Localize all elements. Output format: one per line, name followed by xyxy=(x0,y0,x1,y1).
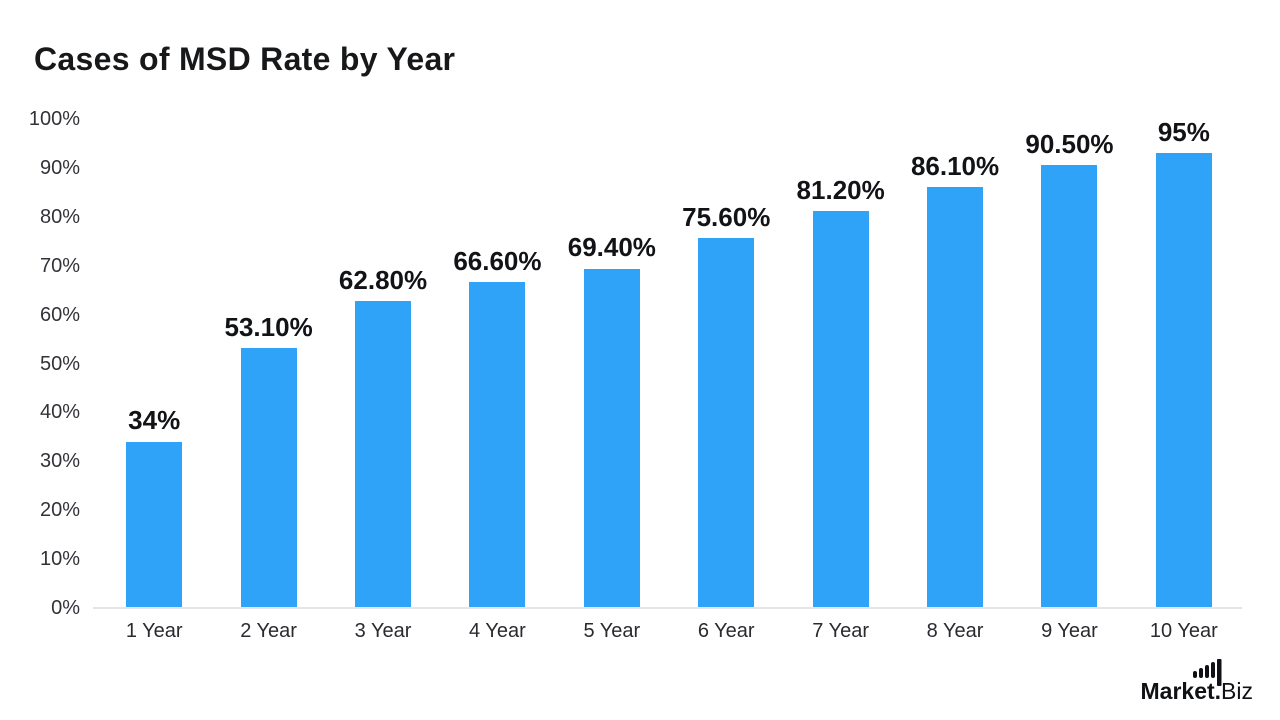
x-axis-tick-label: 5 Year xyxy=(583,620,641,642)
bar-value-label: 81.20% xyxy=(796,174,885,205)
bar-column: 69.40% xyxy=(555,119,669,608)
x-axis-tick-label: 7 Year xyxy=(812,620,869,642)
x-axis-tick-label: 8 Year xyxy=(926,620,984,642)
chart-title: Cases of MSD Rate by Year xyxy=(34,41,456,77)
bar-10-year[interactable] xyxy=(1155,153,1212,608)
bar-value-label: 66.60% xyxy=(453,246,542,277)
y-axis: 0% 10% 20% 30% 40% 50% 60% 70% 80% 90% 100% xyxy=(0,109,80,618)
x-axis-tick-label: 6 Year xyxy=(697,620,755,642)
bar-chart-icon xyxy=(1192,659,1221,686)
y-axis-tick-label: 30% xyxy=(39,450,80,473)
bar-column: 95% xyxy=(1127,117,1241,608)
bar-value-label: 90.50% xyxy=(1025,129,1114,160)
x-axis: 1 Year 2 Year 3 Year 4 Year 5 Year 6 Year 7 Ye… xyxy=(97,620,1241,643)
bar-value-label: 75.60% xyxy=(682,202,771,233)
bar-value-label: 53.10% xyxy=(224,312,313,343)
bar-column: 90.50% xyxy=(1012,119,1126,608)
x-axis-tick-label: 1 Year xyxy=(125,620,183,642)
bar-4-year[interactable] xyxy=(469,282,526,608)
y-axis-tick-label: 60% xyxy=(39,303,80,326)
y-axis-tick-label: 0% xyxy=(51,597,80,619)
x-axis-line xyxy=(93,607,1242,609)
x-axis-tick-label: 9 Year xyxy=(1041,620,1098,642)
bar-5-year[interactable] xyxy=(583,268,640,608)
bar-value-label: 34% xyxy=(128,405,181,436)
bar-2-year[interactable] xyxy=(240,348,297,608)
bar-column: 81.20% xyxy=(783,119,897,608)
y-axis-tick-label: 20% xyxy=(39,499,80,522)
plot-area: 34% 53.10% 62.80% 66.60% 69.40% 75.60% 81.20% 8… xyxy=(97,117,1241,608)
bar-column: 53.10% xyxy=(211,119,325,608)
logo-text: Market.Biz xyxy=(1140,659,1253,706)
bar-column: 66.60% xyxy=(440,119,554,608)
bar-column: 34% xyxy=(97,119,211,608)
bar-9-year[interactable] xyxy=(1041,165,1098,608)
bar-value-label: 95% xyxy=(1157,117,1210,147)
marketbiz-logo: Market.Biz xyxy=(1140,659,1253,706)
y-axis-tick-label: 40% xyxy=(39,401,80,424)
x-axis-tick-label: 4 Year xyxy=(469,620,526,642)
y-axis-tick-label: 10% xyxy=(39,548,80,571)
bar-value-label: 62.80% xyxy=(338,264,428,295)
bar-column: 62.80% xyxy=(326,119,440,608)
bar-7-year[interactable] xyxy=(812,210,869,608)
x-axis-tick-label: 3 Year xyxy=(354,620,412,642)
logo-text-market: Market. xyxy=(1140,678,1222,705)
logo-text-biz: Biz xyxy=(1221,678,1253,705)
bar-8-year[interactable] xyxy=(927,186,984,608)
y-axis-tick-label: 80% xyxy=(39,205,80,228)
bar-column: 86.10% xyxy=(898,119,1012,608)
bar-value-label: 86.10% xyxy=(910,150,1000,181)
x-axis-tick-label: 2 Year xyxy=(240,620,297,642)
y-axis-tick-label: 100% xyxy=(28,108,80,130)
y-axis-tick-label: 70% xyxy=(39,254,80,277)
bar-1-year[interactable] xyxy=(126,441,183,608)
y-axis-tick-label: 90% xyxy=(39,156,80,179)
x-axis-tick-label: 10 Year xyxy=(1149,620,1218,642)
bar-column: 75.60% xyxy=(669,119,783,608)
bar-3-year[interactable] xyxy=(355,300,412,608)
bar-6-year[interactable] xyxy=(698,238,755,608)
y-axis-tick-label: 50% xyxy=(39,352,80,375)
bar-value-label: 69.40% xyxy=(567,232,656,263)
